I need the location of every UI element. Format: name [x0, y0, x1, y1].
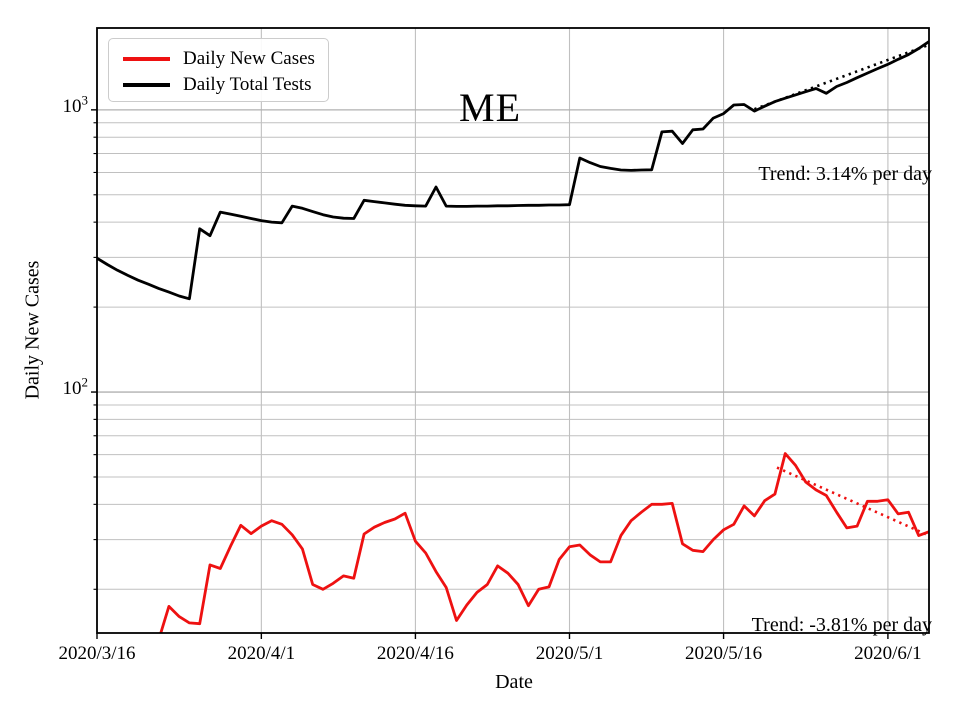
plot-title: ME [459, 85, 521, 130]
cases-line-swatch [123, 57, 170, 61]
y-tick-label: 102 [62, 374, 89, 400]
cases-trend-3-81-per-day-line [776, 466, 929, 537]
cases-trend-annotation: Trend: -3.81% per day [751, 614, 932, 636]
x-tick-label: 2020/3/16 [58, 643, 136, 664]
x-tick-label: 2020/4/1 [227, 643, 296, 664]
grid [96, 28, 929, 633]
legend-label-cases: Daily New Cases [183, 48, 315, 69]
x-tick-label: 2020/4/16 [376, 643, 454, 664]
series-lines [97, 40, 929, 633]
tests-line-swatch [123, 83, 170, 87]
x-axis-label: Date [495, 671, 533, 693]
legend-item-tests: Daily Total Tests [117, 72, 320, 98]
legend-item-cases: Daily New Cases [117, 46, 320, 72]
y-tick-label: 103 [62, 92, 89, 117]
legend-label-tests: Daily Total Tests [183, 74, 312, 95]
legend: Daily New Cases Daily Total Tests [108, 38, 329, 102]
tests-trend-annotation: Trend: 3.14% per day [758, 163, 932, 185]
axes-box [91, 27, 930, 639]
x-tick-label: 2020/5/16 [685, 643, 763, 664]
x-tick-label: 2020/5/1 [535, 643, 604, 664]
tests-trend-3-14-per-day-line [753, 43, 929, 111]
x-tick-label: 2020/6/1 [854, 643, 922, 664]
daily-total-tests-line [97, 40, 929, 301]
daily-new-cases-line [159, 452, 929, 633]
